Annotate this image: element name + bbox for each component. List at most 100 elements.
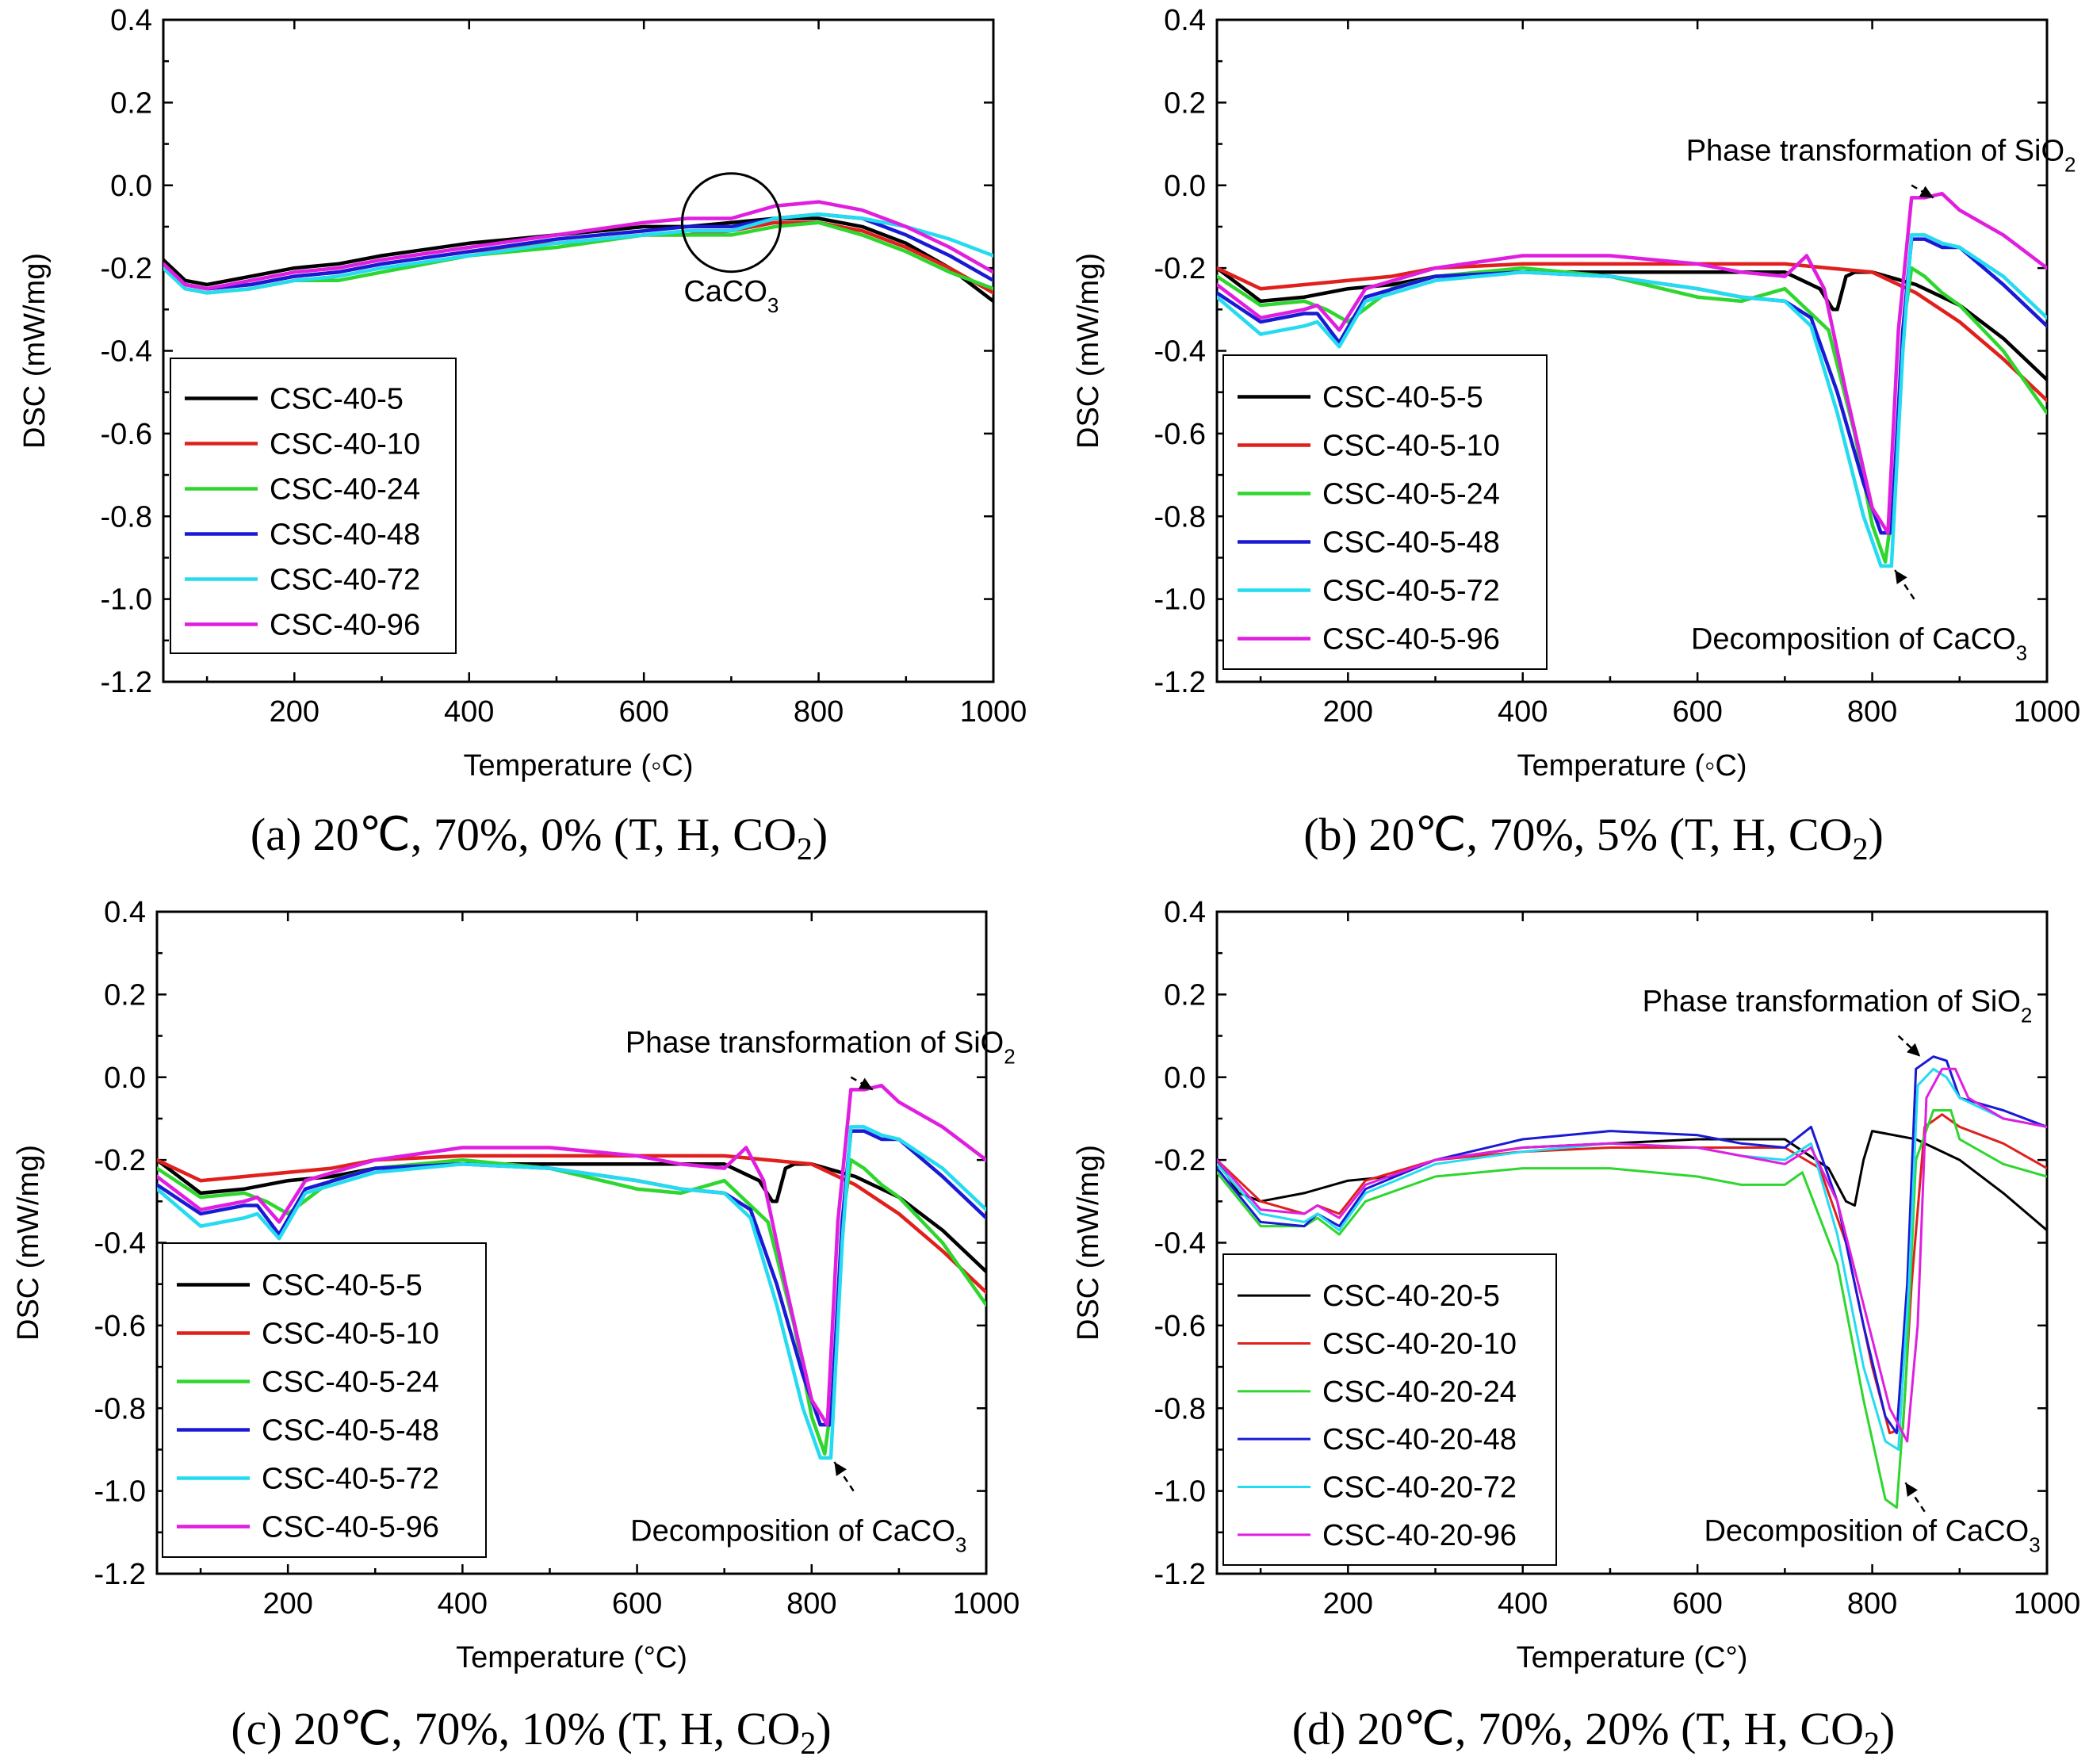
legend-entry: CSC-40-5-96	[262, 1511, 439, 1544]
y-axis-title: DSC (mW/mg)	[18, 253, 52, 449]
panel-caption: (a) 20℃, 70%, 0% (T, H, CO2)	[251, 809, 828, 867]
y-tick-label: 0.4	[104, 896, 146, 929]
annotation-subscript: 2	[2021, 1003, 2032, 1027]
caption-subscript: 2	[1852, 831, 1868, 867]
annotation-circle	[680, 172, 782, 274]
y-tick-label: 0.4	[1164, 4, 1206, 37]
x-tick-label: 200	[1323, 1587, 1373, 1621]
annotation-arrow-head	[1905, 1483, 1918, 1498]
series-line-CSC-40-20-24	[1217, 1109, 2047, 1509]
caption-prefix: (a) 20℃, 70%, 0% (T, H, CO	[251, 809, 797, 860]
y-tick-label: -0.8	[1154, 500, 1206, 534]
series-line-CSC-40-5-72	[1217, 233, 2047, 568]
y-tick-label: -0.4	[1154, 335, 1206, 369]
x-axis-title: Temperature (◦C)	[1517, 749, 1747, 783]
x-axis-title: Temperature (◦C)	[463, 749, 693, 783]
series-line-CSC-40-20-48	[1217, 1055, 2047, 1435]
annotation-label: Phase transformation of SiO2	[1686, 134, 2076, 176]
annotation-subscript: 3	[2029, 1532, 2040, 1556]
x-tick-label: 400	[1498, 1587, 1548, 1621]
y-tick-label: 0.4	[110, 4, 152, 37]
caption-prefix: (c) 20℃, 70%, 10% (T, H, CO	[231, 1703, 800, 1754]
annotation-label: Decomposition of CaCO3	[1691, 622, 2027, 664]
x-tick-label: 600	[1672, 1587, 1722, 1621]
chart-panel-3: 0.4 0.2 0.0 -0.2 -0.4 -0.6 -0.8 -1.0 -1.2 200 400 6…	[1072, 896, 2080, 1761]
legend-box	[170, 358, 457, 654]
legend-entry: CSC-40-20-10	[1322, 1328, 1517, 1361]
annotation-arrow-head	[1895, 570, 1907, 584]
legend-entry: CSC-40-20-72	[1322, 1471, 1517, 1505]
caption-suffix: )	[816, 1703, 831, 1754]
series-line-CSC-40-20-96	[1217, 1067, 2047, 1443]
y-tick-label: -1.0	[1154, 584, 1206, 617]
annotation-arrow-head	[1919, 186, 1934, 198]
y-tick-label: 0.4	[1164, 896, 1206, 929]
legend-entry: CSC-40-72	[270, 564, 420, 597]
legend-entry: CSC-40-5-72	[262, 1463, 439, 1496]
legend-entry: CSC-40-48	[270, 518, 420, 552]
legend-entry: CSC-40-96	[270, 609, 420, 642]
caption-subscript: 2	[797, 831, 813, 867]
y-tick-label: -1.0	[1154, 1475, 1206, 1509]
caption-suffix: )	[1868, 809, 1883, 860]
y-tick-label: 0.2	[104, 978, 146, 1012]
series-line-CSC-40-5-10	[157, 1154, 986, 1295]
y-tick-label: -0.6	[1154, 418, 1206, 451]
caption-prefix: (d) 20℃, 70%, 20% (T, H, CO	[1292, 1703, 1864, 1754]
legend-entry: CSC-40-5-5	[1322, 381, 1483, 415]
chart-panel-0: 0.4 0.2 0.0 -0.2 -0.4 -0.6 -0.8 -1.0 -1.2 200 400 6…	[18, 4, 1027, 867]
chart-panel-1: 0.4 0.2 0.0 -0.2 -0.4 -0.6 -0.8 -1.0 -1.2 200 400 6…	[1072, 4, 2080, 867]
series-line-CSC-40-5-48	[157, 1129, 986, 1427]
panel-caption: (d) 20℃, 70%, 20% (T, H, CO2)	[1292, 1703, 1896, 1761]
chart-panel-2: 0.4 0.2 0.0 -0.2 -0.4 -0.6 -0.8 -1.0 -1.2 200 400 6…	[12, 896, 1020, 1761]
panel-caption: (c) 20℃, 70%, 10% (T, H, CO2)	[231, 1703, 831, 1761]
x-tick-label: 200	[262, 1587, 312, 1621]
y-axis-title: DSC (mW/mg)	[1072, 253, 1105, 449]
x-tick-label: 800	[786, 1587, 836, 1621]
x-tick-label: 400	[438, 1587, 488, 1621]
legend-box	[1222, 354, 1548, 670]
annotation-label: CaCO3	[683, 275, 779, 317]
annotation-subscript: 3	[955, 1532, 966, 1556]
x-tick-label: 1000	[2014, 1587, 2081, 1621]
annotation-subscript: 2	[2064, 152, 2076, 176]
x-tick-label: 400	[1498, 695, 1548, 729]
x-tick-label: 1000	[2014, 695, 2081, 729]
caption-suffix: )	[1880, 1703, 1895, 1754]
annotation-label: Decomposition of CaCO3	[1704, 1514, 2040, 1556]
series-line-CSC-40-5-10	[1217, 262, 2047, 403]
x-tick-label: 1000	[953, 1587, 1020, 1621]
y-tick-label: 0.0	[110, 170, 152, 203]
annotation-arrow-line	[833, 1461, 855, 1492]
series-line-CSC-40-20-5	[1217, 1130, 2047, 1232]
legend-entry: CSC-40-5	[270, 383, 404, 416]
annotation-arrow-line	[1904, 1482, 1926, 1513]
x-tick-label: 600	[1672, 695, 1722, 729]
x-tick-label: 400	[444, 695, 494, 729]
annotation-label: Phase transformation of SiO2	[1643, 985, 2033, 1027]
series-line-CSC-40-5-48	[1217, 237, 2047, 535]
x-tick-label: 200	[1323, 695, 1373, 729]
y-tick-label: -0.8	[1154, 1392, 1206, 1425]
y-tick-label: -0.4	[101, 335, 152, 369]
y-tick-label: -0.6	[101, 418, 152, 451]
y-tick-label: 0.0	[1164, 170, 1206, 203]
y-tick-label: 0.0	[104, 1062, 146, 1095]
y-tick-label: -0.4	[1154, 1227, 1206, 1261]
legend-entry: CSC-40-20-24	[1322, 1376, 1517, 1409]
x-tick-label: 1000	[960, 695, 1027, 729]
annotation-subscript: 3	[2016, 641, 2027, 664]
series-line-CSC-40-48	[163, 212, 993, 291]
x-tick-label: 200	[270, 695, 319, 729]
y-axis-title: DSC (mW/mg)	[12, 1145, 45, 1341]
y-tick-label: -0.8	[101, 500, 152, 534]
y-axis-title: DSC (mW/mg)	[1072, 1145, 1105, 1341]
y-tick-label: -1.2	[94, 1558, 146, 1591]
legend-box	[1222, 1253, 1557, 1566]
y-tick-label: 0.2	[110, 86, 152, 120]
legend-entry: CSC-40-5-5	[262, 1269, 423, 1303]
y-tick-label: -1.0	[101, 584, 152, 617]
y-tick-label: -0.6	[1154, 1310, 1206, 1343]
legend-entry: CSC-40-10	[270, 428, 420, 461]
annotation-arrow-line	[1894, 569, 1915, 600]
